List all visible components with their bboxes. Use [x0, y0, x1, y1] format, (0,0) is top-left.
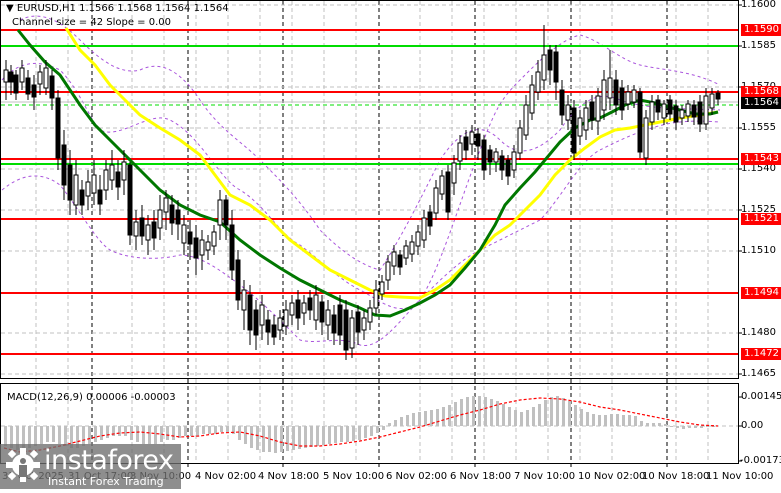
brand-name: instaforex: [44, 445, 174, 476]
time-label: 4 Nov 18:00: [258, 471, 320, 482]
price-scale-label: 1.1555: [741, 122, 776, 133]
macd-label: MACD(12,26,9) 0.00006 -0.00003: [7, 392, 176, 403]
dropdown-triangle-icon[interactable]: ▼: [6, 3, 14, 14]
symbol-header: ▼ EURUSD,H1 1.1566 1.1568 1.1564 1.1564: [6, 3, 229, 14]
price-tag-level: 1.1590: [741, 24, 781, 36]
macd-scale-label: -0.00173: [740, 455, 781, 466]
indicator-info: Channel size = 42 Slope = 0.00: [12, 17, 172, 28]
time-label: 11 Nov 10:00: [706, 471, 774, 482]
price-scale-label: 1.1540: [741, 163, 776, 174]
price-scale-label: 1.1585: [741, 40, 776, 51]
macd-histogram: [4, 396, 715, 453]
brand-tagline: Instant Forex Trading: [48, 475, 164, 488]
price-scale-label: 1.1465: [741, 368, 776, 379]
ma-slow-line: [64, 27, 719, 300]
regression-channel: [1, 15, 721, 346]
price-tag-level: 1.1568: [741, 86, 781, 98]
instaforex-watermark: instaforex Instant Forex Trading: [0, 444, 181, 489]
price-tag-level: 1.1472: [741, 348, 781, 360]
price-scale-label: 1.1600: [741, 0, 776, 10]
price-scale-label: 1.1480: [741, 327, 776, 338]
time-label: 6 Nov 02:00: [386, 471, 448, 482]
symbol-ohlc: EURUSD,H1 1.1566 1.1568 1.1564 1.1564: [16, 3, 229, 14]
price-scale-label: 1.1525: [741, 204, 776, 215]
time-label: 6 Nov 18:00: [450, 471, 512, 482]
time-label: 10 Nov 18:00: [642, 471, 710, 482]
price-tag-level: 1.1543: [741, 153, 781, 165]
time-label: 5 Nov 10:00: [323, 471, 385, 482]
time-label: 4 Nov 02:00: [195, 471, 257, 482]
gear-logo-icon: [6, 448, 40, 482]
macd-signal-line: [3, 397, 719, 453]
time-label: 7 Nov 10:00: [514, 471, 576, 482]
macd-scale-label: 0.00: [741, 420, 764, 431]
price-tag-current: 1.1564: [741, 97, 781, 109]
price-scale-label: 1.1510: [741, 245, 776, 256]
price-tag-level: 1.1494: [741, 287, 781, 299]
price-tag-level: 1.1521: [741, 213, 781, 225]
macd-scale-label: 0.00145: [741, 391, 781, 402]
candlesticks: [3, 25, 721, 360]
time-label: 10 Nov 02:00: [578, 471, 646, 482]
